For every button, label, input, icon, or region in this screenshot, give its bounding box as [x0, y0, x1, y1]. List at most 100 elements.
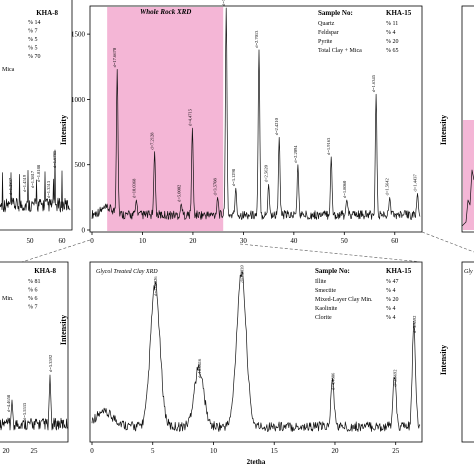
- clay-range-shade: [107, 7, 224, 231]
- x-tick-label: 20: [331, 447, 339, 455]
- glycol-x-label: 2tetha: [247, 458, 266, 466]
- x-tick-label: 0: [90, 447, 94, 455]
- y-tick-label: 500: [75, 161, 86, 169]
- peak-label: d=17.0026: [153, 276, 158, 296]
- peak-label: d=10.0368: [131, 178, 136, 198]
- whole-rock-title: Whole Rock XRD: [140, 8, 191, 16]
- x-tick-label: 15: [271, 447, 279, 455]
- mineral-value: % 6: [28, 288, 38, 294]
- x-tick-label: 40: [290, 237, 298, 245]
- mineral-value: % 5: [28, 37, 38, 43]
- peak-label: d=1.8060: [342, 180, 347, 198]
- x-tick-label: 25: [31, 447, 39, 455]
- right-shade: [463, 120, 474, 230]
- glycol-plot-frame: [89, 261, 423, 443]
- left-bottom-diffractogram: [0, 374, 69, 431]
- right-diffractogram: [461, 169, 474, 227]
- left-top-partial-panel: KHA-8 % 14 % 7 % 5 % 5 % 70 Mica d=1.6785 d=1…: [0, 0, 73, 245]
- mineral-value: % 6: [28, 296, 38, 302]
- x-tick-label: 5: [151, 447, 155, 455]
- peak-label: d=3.3453: [221, 0, 226, 6]
- left-bottom-frame: [0, 261, 69, 443]
- mineral-value: % 20: [386, 39, 399, 45]
- sample-id: KHA-15: [386, 9, 412, 17]
- whole-rock-diffractogram: [91, 7, 421, 220]
- x-tick-label: 20: [3, 447, 11, 455]
- peak-label: d=2.2094: [293, 145, 298, 163]
- mineral-name: Kaolinite: [315, 306, 338, 312]
- mineral-value: % 7: [28, 305, 38, 311]
- right-partial-panels: Intensity Intensity Gly: [439, 5, 474, 443]
- right-title-fragment: Gly: [464, 269, 473, 275]
- connector-line-left-a: [21, 239, 91, 263]
- mineral-value: % 70: [28, 54, 41, 60]
- left-bottom-min-label: Min.: [2, 296, 14, 302]
- peak-label: d=1.3513: [46, 180, 51, 198]
- right-bottom-frame: [461, 261, 474, 443]
- mineral-value: % 20: [386, 297, 399, 303]
- peak-label: d=4.4886: [331, 372, 336, 390]
- left-top-diffractogram: [0, 149, 71, 213]
- mineral-name: Total Clay + Mica: [318, 48, 362, 54]
- peak-label: d=2.5620: [264, 164, 269, 182]
- x-tick-label: 60: [59, 237, 67, 245]
- mineral-value: % 7: [28, 29, 38, 35]
- mineral-name: Smectite: [315, 288, 336, 294]
- glycol-sample-no-label: Sample No:: [315, 267, 350, 275]
- right-top-frame: [461, 5, 474, 233]
- whole-rock-plot-frame: [89, 5, 423, 233]
- y-tick-label: 0: [82, 227, 86, 235]
- peak-label: d=7.2039: [239, 265, 244, 283]
- x-tick-label: 50: [27, 237, 35, 245]
- peak-label: d=1.2837: [8, 177, 13, 195]
- peak-label: d=3.3592: [412, 316, 417, 333]
- whole-rock-composition-table: Sample No: KHA-15 Quartz % 11 Feldspar % 4 P…: [318, 9, 412, 54]
- whole-rock-xrd-panel: d=17.6670 d=10.0368 d=7.2128 d=5.0002 d=4.47…: [59, 0, 423, 245]
- whole-rock-y-label: Intensity: [59, 115, 68, 145]
- peak-label: d=5.0002: [176, 185, 181, 202]
- mineral-value: % 4: [386, 288, 396, 294]
- left-top-sample-id: KHA-8: [36, 9, 58, 17]
- right-top-y-label: Intensity: [439, 115, 448, 145]
- mineral-value: % 4: [386, 315, 396, 321]
- mineral-value: % 5: [28, 46, 38, 52]
- right-bottom-y-label: Intensity: [439, 345, 448, 375]
- peak-label: d=3.5708: [213, 177, 218, 195]
- mineral-name: Clorite: [315, 315, 332, 321]
- y-tick-label: 1500: [71, 31, 86, 39]
- mineral-value: % 81: [28, 279, 41, 285]
- mineral-value: % 65: [386, 48, 399, 54]
- peak-label: d=1.4437: [412, 174, 417, 192]
- peak-label: d=4.4715: [187, 108, 192, 126]
- peak-label: d=4.4658: [6, 394, 11, 412]
- mineral-value: % 14: [28, 20, 41, 26]
- mineral-name: Feldspar: [318, 30, 339, 36]
- peak-label: d=2.4210: [274, 117, 279, 135]
- glycol-clay-xrd-panel: d=17.0026 d=10.0416 d=7.2039 d=4.4886 d=3.56…: [59, 261, 423, 466]
- left-bottom-partial-panel: KHA-8 % 81 % 6 % 6 % 7 Min. d=4.4658 d=3.553…: [0, 261, 69, 455]
- peak-label: d=1.6345: [371, 74, 376, 92]
- peak-label: d=3.5533: [22, 402, 27, 420]
- mineral-value: % 11: [386, 21, 398, 27]
- left-top-mica-label: Mica: [2, 67, 15, 73]
- y-tick-label: 1000: [71, 96, 86, 104]
- x-tick-label: 30: [240, 237, 248, 245]
- x-tick-label: 60: [391, 237, 399, 245]
- peak-label: d=17.6670: [112, 47, 117, 67]
- peak-label: d=3.5692: [392, 369, 397, 386]
- x-tick-label: 0: [90, 237, 94, 245]
- peak-label: d=1.5642: [385, 178, 390, 195]
- mineral-name: Mixed-Layer Clay Min.: [315, 297, 373, 303]
- peak-label: d=3.3592: [48, 355, 53, 372]
- mineral-value: % 4: [386, 30, 396, 36]
- peak-label: d=2.7013: [254, 30, 259, 48]
- mineral-name: Quartz: [318, 21, 335, 27]
- left-top-frame: [0, 0, 73, 231]
- glycol-sample-id: KHA-15: [386, 267, 412, 275]
- x-tick-label: 20: [189, 237, 197, 245]
- connector-line-right: [421, 231, 474, 253]
- peak-label: d=10.0416: [197, 358, 202, 378]
- mineral-value: % 47: [386, 279, 399, 285]
- peak-label: d=1.8188: [36, 164, 41, 182]
